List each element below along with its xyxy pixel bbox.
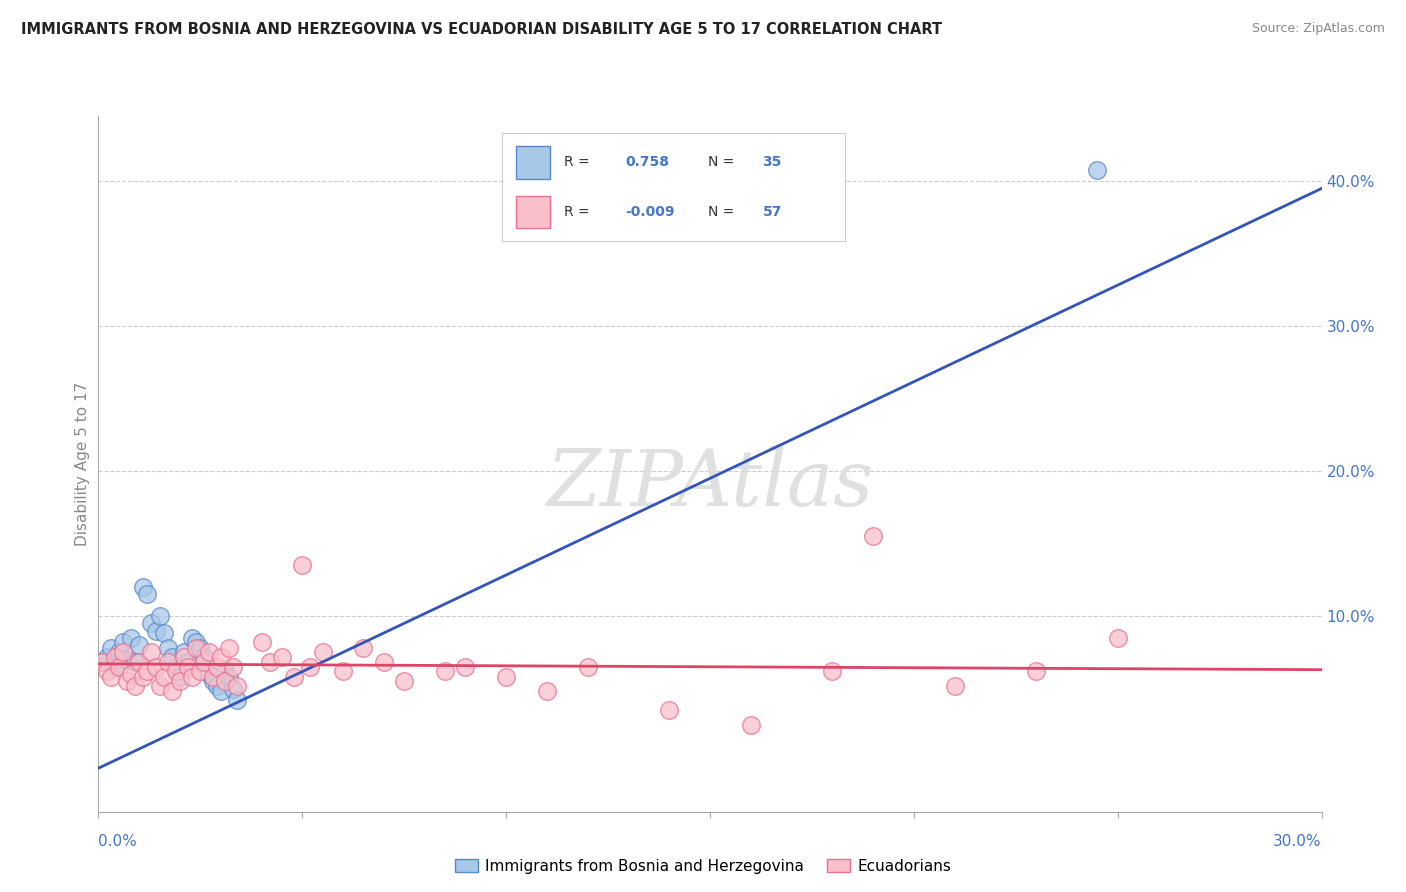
Point — [124, 679, 146, 693]
Point — [299, 660, 322, 674]
Point — [312, 645, 335, 659]
Point — [283, 670, 305, 684]
Point — [332, 664, 354, 678]
Point — [181, 631, 204, 645]
Point — [111, 635, 134, 649]
Text: IMMIGRANTS FROM BOSNIA AND HERZEGOVINA VS ECUADORIAN DISABILITY AGE 5 TO 17 CORR: IMMIGRANTS FROM BOSNIA AND HERZEGOVINA V… — [21, 22, 942, 37]
Point — [291, 558, 314, 573]
Point — [250, 635, 273, 649]
Point — [1025, 664, 1047, 678]
Point — [145, 624, 167, 638]
Point — [205, 679, 228, 693]
Point — [373, 656, 395, 670]
Point — [96, 649, 118, 664]
Point — [149, 609, 172, 624]
Point — [740, 717, 762, 731]
Y-axis label: Disability Age 5 to 17: Disability Age 5 to 17 — [75, 382, 90, 546]
Point — [188, 664, 212, 678]
Point — [226, 693, 249, 707]
Point — [156, 656, 179, 670]
Point — [218, 670, 240, 684]
Point — [120, 631, 142, 645]
Point — [205, 660, 228, 674]
Point — [108, 660, 131, 674]
Point — [201, 674, 224, 689]
Point — [115, 674, 138, 689]
Point — [141, 645, 163, 659]
Point — [169, 670, 191, 684]
Point — [128, 638, 150, 652]
Legend: Immigrants from Bosnia and Herzegovina, Ecuadorians: Immigrants from Bosnia and Herzegovina, … — [449, 853, 957, 880]
Point — [193, 649, 215, 664]
Point — [132, 670, 155, 684]
Point — [862, 529, 884, 543]
Point — [136, 587, 159, 601]
Point — [165, 660, 187, 674]
Point — [209, 649, 232, 664]
Point — [152, 626, 174, 640]
Text: 0.0%: 0.0% — [98, 834, 138, 849]
Point — [193, 656, 215, 670]
Point — [132, 580, 155, 594]
Point — [136, 664, 159, 678]
Point — [536, 684, 558, 698]
Point — [214, 674, 236, 689]
Point — [352, 640, 374, 655]
Point — [100, 670, 122, 684]
Text: ZIPAtlas: ZIPAtlas — [547, 447, 873, 523]
Point — [124, 656, 146, 670]
Point — [821, 664, 844, 678]
Point — [173, 645, 195, 659]
Point — [226, 679, 249, 693]
Point — [197, 667, 219, 681]
Point — [177, 660, 200, 674]
Point — [177, 656, 200, 670]
Text: Source: ZipAtlas.com: Source: ZipAtlas.com — [1251, 22, 1385, 36]
Point — [145, 660, 167, 674]
Point — [214, 664, 236, 678]
Point — [259, 656, 281, 670]
Point — [434, 664, 457, 678]
Point — [658, 703, 681, 717]
Point — [169, 674, 191, 689]
Point — [943, 679, 966, 693]
Point — [149, 679, 172, 693]
Point — [222, 681, 245, 696]
Point — [209, 684, 232, 698]
Point — [222, 660, 245, 674]
Point — [96, 664, 118, 678]
Point — [165, 664, 187, 678]
Point — [108, 645, 131, 659]
Point — [181, 670, 204, 684]
Point — [173, 649, 195, 664]
Point — [160, 649, 183, 664]
Point — [128, 656, 150, 670]
Text: 30.0%: 30.0% — [1274, 834, 1322, 849]
Point — [454, 660, 477, 674]
Point — [1107, 631, 1129, 645]
Point — [495, 670, 517, 684]
Point — [141, 616, 163, 631]
Point — [188, 640, 212, 655]
Point — [392, 674, 416, 689]
Point — [201, 670, 224, 684]
Point — [104, 660, 127, 674]
Point — [100, 640, 122, 655]
Point — [218, 640, 240, 655]
Point — [186, 635, 208, 649]
Point — [91, 656, 114, 670]
Point — [120, 667, 142, 681]
Point — [160, 684, 183, 698]
Point — [152, 670, 174, 684]
Point — [111, 645, 134, 659]
Point — [91, 656, 114, 670]
Point — [115, 652, 138, 666]
Point — [1085, 162, 1108, 177]
Point — [186, 640, 208, 655]
Point — [576, 660, 599, 674]
Point — [104, 649, 127, 664]
Point — [197, 645, 219, 659]
Point — [270, 649, 294, 664]
Point — [156, 640, 179, 655]
